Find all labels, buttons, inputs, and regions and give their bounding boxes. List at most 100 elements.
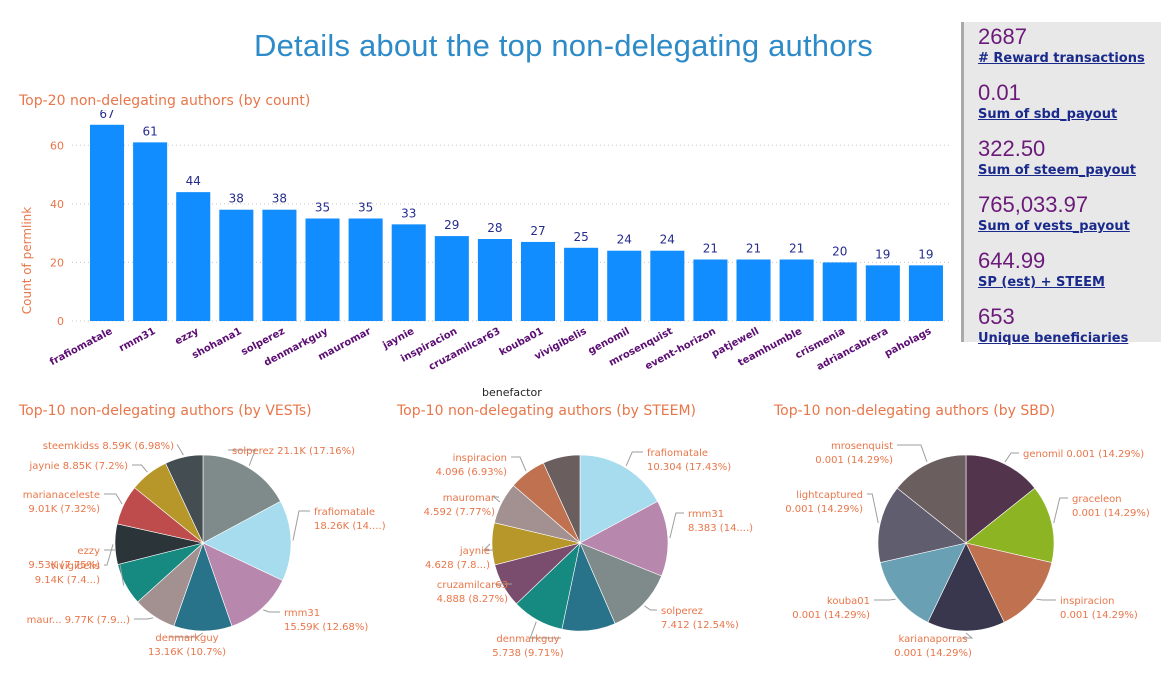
- x-tick-label: paholags: [883, 326, 933, 360]
- pie-data-label-value: 9.14K (7.4...): [35, 575, 100, 586]
- leader-line: [1053, 497, 1068, 524]
- leader-line: [874, 598, 896, 601]
- pie-data-label-value: 4.888 (8.27%): [437, 594, 508, 605]
- vests-pie-chart: solperez 21.1K (17.16%) frafiomatale 18.26…: [23, 441, 386, 658]
- pie-slice[interactable]: [896, 454, 967, 544]
- kpi-value: 2687: [978, 24, 1027, 49]
- leader-line: [897, 444, 928, 463]
- leader-line: [1004, 452, 1019, 463]
- bar-data-label: 44: [186, 174, 201, 188]
- leader-line: [134, 617, 154, 620]
- pie-slice[interactable]: [877, 487, 967, 563]
- pie-data-label-value: 8.383 (14....): [688, 523, 753, 534]
- bar-data-label: 25: [573, 230, 588, 244]
- leader-line: [495, 583, 512, 588]
- bar[interactable]: [908, 265, 943, 321]
- bar[interactable]: [262, 209, 297, 321]
- bar[interactable]: [822, 262, 857, 321]
- kpi-label-link[interactable]: SP (est) + STEEM: [978, 275, 1105, 290]
- kpi-sbd-payout: 0.01 Sum of sbd_payout: [978, 80, 1161, 134]
- pie-slice[interactable]: [579, 542, 662, 625]
- bar-data-label: 67: [99, 110, 114, 121]
- pie-slice[interactable]: [965, 542, 1053, 623]
- bar-data-label: 27: [530, 224, 545, 238]
- pie-slice[interactable]: [579, 500, 669, 577]
- kpi-label-link[interactable]: Unique beneficiaries: [978, 331, 1129, 346]
- bar[interactable]: [434, 236, 469, 321]
- bar[interactable]: [176, 192, 211, 321]
- kpi-label-link[interactable]: # Reward transactions: [978, 51, 1145, 66]
- pie-data-label-name: frafiomatale: [314, 507, 375, 518]
- pie-slice[interactable]: [202, 500, 292, 581]
- pie-data-label-value: 5.738 (9.71%): [492, 648, 563, 659]
- bar-data-label: 19: [918, 247, 933, 261]
- pie-data-label-name: ezzy: [77, 546, 100, 557]
- bar-data-label: 21: [746, 242, 761, 256]
- leader-line: [669, 512, 684, 539]
- pie-slice[interactable]: [542, 454, 581, 544]
- pie-data-label-name: kouba01: [827, 596, 870, 607]
- pie-data-label-value: 0.001 (14.29%): [792, 610, 870, 621]
- kpi-value: 0.01: [978, 80, 1021, 105]
- kpi-label-link[interactable]: Sum of sbd_payout: [978, 107, 1118, 122]
- kpi-label-link[interactable]: Sum of steem_payout: [978, 163, 1136, 178]
- pie-data-label: maur... 9.77K (7.9...): [27, 615, 130, 626]
- pie-slice[interactable]: [165, 454, 204, 544]
- pie-slice[interactable]: [202, 542, 284, 627]
- pie-slice[interactable]: [202, 454, 281, 544]
- sbd-pie-chart: genomil 0.001 (14.29%) graceleon 0.001 (14…: [785, 441, 1150, 659]
- steem-pie-title: Top-10 non-delegating authors (by STEEM): [397, 403, 696, 419]
- pie-data-label-value: 0.001 (14.29%): [815, 455, 893, 466]
- pie-slice[interactable]: [965, 487, 1055, 563]
- kpi-panel: 2687 # Reward transactions 0.01 Sum of s…: [961, 22, 1161, 346]
- pie-slice[interactable]: [927, 542, 1005, 632]
- bar[interactable]: [736, 259, 771, 322]
- bar[interactable]: [305, 218, 340, 322]
- bar[interactable]: [219, 209, 254, 321]
- bar-chart-title: Top-20 non-delegating authors (by count): [19, 93, 311, 109]
- y-tick-label: 0: [57, 315, 64, 328]
- leader-line: [176, 444, 184, 456]
- bar-data-label: 21: [789, 242, 804, 256]
- bar-data-label: 24: [660, 233, 675, 247]
- y-tick-label: 60: [50, 139, 64, 152]
- pie-data-label-name: mauromar: [443, 493, 496, 504]
- pie-data-label-name: graceleon: [1072, 494, 1122, 505]
- bar[interactable]: [391, 224, 426, 321]
- pie-data-label-name: lightcaptured: [796, 490, 863, 501]
- bar[interactable]: [90, 124, 125, 322]
- x-tick-label: ezzy: [173, 326, 201, 348]
- pie-data-label-name: rmm31: [284, 608, 320, 619]
- pie-data-label-value: 15.59K (12.68%): [284, 622, 368, 633]
- bar[interactable]: [865, 265, 900, 321]
- bar[interactable]: [779, 259, 814, 322]
- pie-data-label-value: 7.412 (12.54%): [661, 620, 739, 631]
- bar[interactable]: [477, 239, 512, 321]
- bar[interactable]: [607, 250, 642, 321]
- kpi-sp-steem: 644.99 SP (est) + STEEM: [978, 248, 1161, 302]
- bar[interactable]: [521, 241, 556, 321]
- pie-data-label: jaynie 8.85K (7.2%): [29, 461, 129, 472]
- bar[interactable]: [650, 250, 685, 321]
- kpi-value: 322.50: [978, 136, 1046, 161]
- pie-slice[interactable]: [879, 542, 967, 623]
- bar[interactable]: [348, 218, 383, 322]
- bar[interactable]: [564, 247, 599, 321]
- kpi-vests-payout: 765,033.97 Sum of vests_payout: [978, 192, 1161, 246]
- bar-data-label: 24: [617, 233, 632, 247]
- bar[interactable]: [133, 142, 168, 321]
- pie-data-label-name: cruzamilcar63: [437, 580, 508, 591]
- pie-slice[interactable]: [965, 454, 1036, 544]
- pie-data-label-name: frafiomatale: [647, 448, 708, 459]
- pie-data-label-value: 0.001 (14.29%): [1060, 610, 1138, 621]
- pie-data-label-name: denmarkguy: [496, 634, 559, 645]
- bar-data-label: 38: [229, 192, 244, 206]
- pie-slice[interactable]: [579, 454, 658, 544]
- pie-data-label-value: 4.592 (7.77%): [424, 507, 495, 518]
- bar[interactable]: [693, 259, 728, 322]
- bar-data-label: 33: [401, 206, 416, 220]
- pie-data-label-name: marianaceleste: [23, 490, 100, 501]
- kpi-label-link[interactable]: Sum of vests_payout: [978, 219, 1130, 234]
- pie-data-label-value: 0.001 (14.29%): [785, 504, 863, 515]
- y-tick-label: 40: [50, 198, 64, 211]
